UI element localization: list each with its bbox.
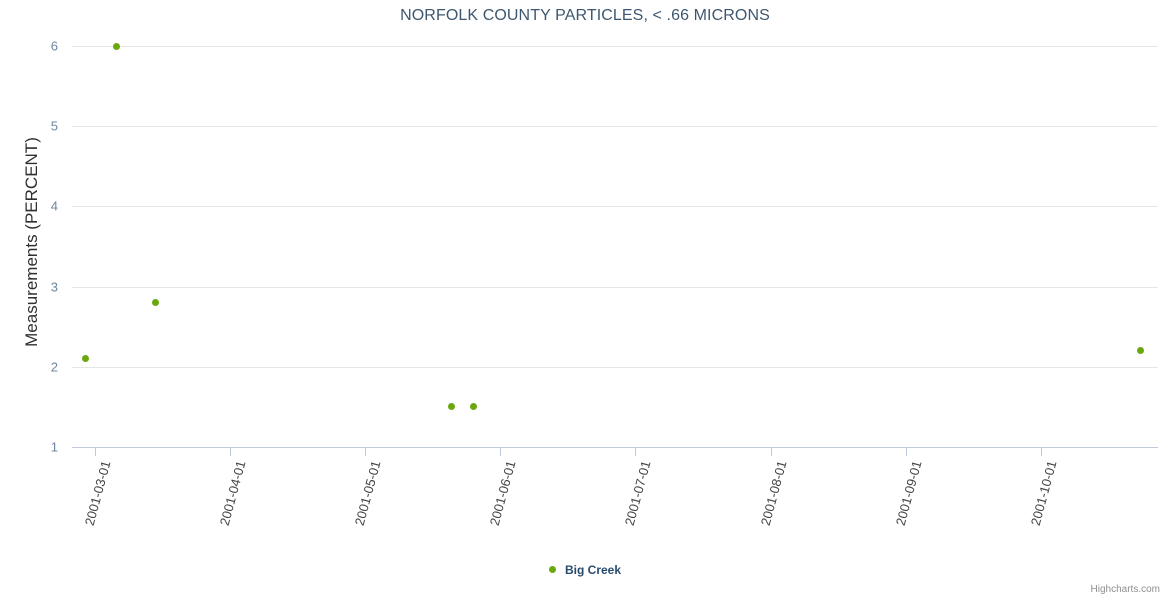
gridline (72, 366, 1158, 368)
y-axis-tick-label: 3 (50, 279, 58, 295)
x-axis-tick-label: 2001-05-01 (351, 459, 384, 528)
data-point[interactable] (1136, 347, 1144, 355)
gridline (72, 126, 1158, 128)
x-axis-tick-label: 2001-10-01 (1027, 459, 1060, 528)
x-axis-tick-label: 2001-09-01 (892, 459, 925, 528)
gridline (72, 286, 1158, 288)
data-point[interactable] (112, 42, 120, 50)
chart-legend: Big Creek (0, 562, 1170, 577)
y-axis-tick-label: 6 (50, 38, 58, 54)
data-point[interactable] (448, 403, 456, 411)
y-axis-title: Measurements (PERCENT) (22, 137, 41, 347)
legend-label: Big Creek (564, 563, 622, 578)
data-point[interactable] (81, 355, 89, 363)
plot-area (72, 42, 1158, 447)
data-point[interactable] (470, 403, 478, 411)
x-axis-tick-label: 2001-08-01 (757, 459, 789, 528)
y-axis-tick-label: 4 (50, 198, 58, 214)
x-axis-line (72, 447, 1158, 448)
y-axis-tick-label: 5 (50, 118, 58, 134)
x-axis-tick-mark (230, 447, 232, 456)
chart-title: NORFOLK COUNTY PARTICLES, < .66 MICRONS (400, 7, 770, 24)
x-axis-tick-label: 2001-07-01 (622, 459, 654, 528)
gridline (72, 46, 1158, 47)
x-axis-tick-label: 2001-06-01 (487, 459, 519, 528)
x-axis-tick-mark (635, 447, 637, 456)
highcharts-credits[interactable]: Highcharts.com (1090, 584, 1160, 595)
legend-marker-icon (548, 565, 556, 573)
x-axis-tick-mark (905, 447, 907, 456)
y-axis-tick-label: 1 (50, 439, 58, 455)
x-axis-tick-label: 2001-04-01 (216, 459, 249, 528)
x-axis-tick-mark (95, 447, 96, 456)
x-axis-tick-mark (365, 447, 367, 456)
x-axis-tick-mark (500, 447, 502, 456)
legend-item[interactable]: Big Creek (548, 562, 622, 578)
x-axis-tick-mark (1040, 447, 1042, 456)
y-axis-tick-label: 2 (50, 359, 58, 375)
x-axis-tick-mark (770, 447, 772, 456)
gridline (72, 206, 1158, 208)
x-axis-tick-label: 2001-03-01 (81, 459, 114, 528)
data-point[interactable] (152, 299, 160, 307)
